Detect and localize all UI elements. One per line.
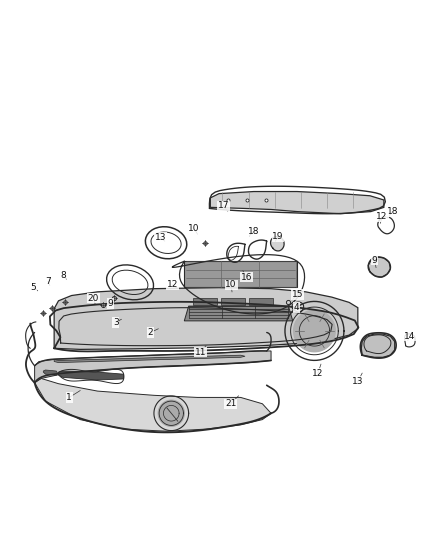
Polygon shape bbox=[361, 334, 395, 357]
Polygon shape bbox=[184, 306, 293, 321]
Text: 5: 5 bbox=[31, 282, 36, 292]
Polygon shape bbox=[35, 351, 271, 383]
Polygon shape bbox=[184, 261, 297, 287]
Polygon shape bbox=[59, 371, 124, 380]
Text: 13: 13 bbox=[155, 233, 166, 242]
Polygon shape bbox=[193, 298, 217, 304]
Text: 11: 11 bbox=[195, 348, 207, 357]
Polygon shape bbox=[54, 355, 245, 362]
Polygon shape bbox=[35, 378, 271, 431]
Text: 9: 9 bbox=[371, 256, 377, 265]
Text: 7: 7 bbox=[45, 277, 51, 286]
Text: 10: 10 bbox=[226, 280, 237, 289]
Text: 4: 4 bbox=[293, 303, 299, 312]
Polygon shape bbox=[43, 370, 58, 375]
Polygon shape bbox=[210, 191, 384, 214]
Polygon shape bbox=[158, 400, 184, 426]
Text: 9: 9 bbox=[108, 299, 113, 308]
Polygon shape bbox=[368, 257, 390, 277]
Text: 2: 2 bbox=[148, 328, 153, 337]
Polygon shape bbox=[54, 288, 358, 350]
Text: 13: 13 bbox=[352, 377, 364, 386]
Text: 18: 18 bbox=[248, 227, 259, 236]
Text: 1: 1 bbox=[67, 393, 72, 402]
Text: 16: 16 bbox=[240, 272, 252, 281]
Text: 14: 14 bbox=[404, 332, 416, 341]
Polygon shape bbox=[221, 298, 245, 304]
Polygon shape bbox=[249, 298, 273, 304]
Text: 12: 12 bbox=[376, 212, 388, 221]
Text: 12: 12 bbox=[312, 369, 324, 378]
Text: 8: 8 bbox=[60, 271, 66, 280]
Polygon shape bbox=[293, 310, 335, 352]
Text: 3: 3 bbox=[113, 318, 119, 327]
Text: 12: 12 bbox=[167, 280, 178, 289]
Text: 21: 21 bbox=[225, 399, 237, 408]
Text: 20: 20 bbox=[88, 294, 99, 303]
Text: 10: 10 bbox=[188, 224, 200, 233]
Text: 18: 18 bbox=[387, 207, 398, 216]
Text: 19: 19 bbox=[272, 232, 284, 241]
Text: 17: 17 bbox=[218, 201, 229, 211]
Text: 15: 15 bbox=[292, 290, 304, 299]
Polygon shape bbox=[271, 237, 284, 251]
